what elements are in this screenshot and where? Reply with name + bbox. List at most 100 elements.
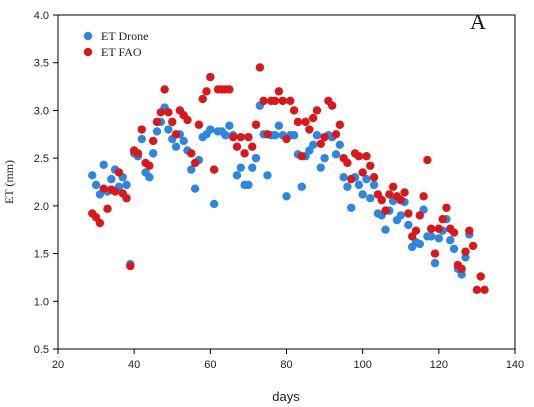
data-point	[270, 131, 280, 140]
data-point	[248, 142, 257, 151]
series-et-drone	[88, 101, 474, 279]
data-point	[225, 121, 234, 130]
data-point	[472, 285, 482, 295]
data-point	[331, 150, 341, 159]
data-point	[232, 142, 242, 151]
data-point	[286, 96, 295, 106]
data-point	[190, 158, 200, 168]
data-point	[347, 203, 356, 212]
data-point	[415, 239, 424, 249]
data-point	[91, 180, 101, 190]
data-point	[465, 226, 474, 235]
y-tick-label: 0.5	[34, 344, 49, 356]
data-point	[362, 174, 371, 184]
data-point	[347, 174, 356, 184]
data-point	[396, 211, 405, 220]
data-point	[99, 184, 108, 193]
data-point	[301, 117, 310, 127]
data-point	[244, 180, 253, 190]
data-point	[107, 174, 116, 184]
x-tick-label: 140	[506, 359, 524, 371]
data-point	[194, 120, 204, 129]
data-point	[449, 228, 459, 237]
data-point	[430, 249, 440, 258]
data-point	[366, 161, 375, 170]
data-point	[114, 168, 124, 177]
legend-marker-et-drone	[83, 31, 93, 41]
x-axis: 20 40 60 80 100 120 140	[52, 349, 524, 371]
data-point	[480, 285, 489, 295]
data-point	[358, 168, 367, 177]
data-point	[366, 194, 375, 203]
data-point	[434, 234, 444, 243]
data-point	[438, 215, 447, 224]
data-point	[160, 85, 169, 94]
data-point	[99, 160, 108, 170]
data-point	[248, 163, 257, 172]
data-point	[461, 247, 470, 256]
data-point	[308, 140, 318, 149]
data-point	[404, 220, 413, 230]
data-point	[427, 224, 436, 233]
data-point	[244, 132, 253, 142]
data-point	[206, 125, 215, 134]
data-point	[419, 192, 428, 201]
data-point	[240, 149, 249, 158]
data-point	[434, 224, 444, 233]
y-axis: 0.5 1.0 1.5 2.0 2.5 3.0 3.5 4.0	[34, 10, 58, 356]
data-point	[110, 187, 120, 196]
data-point	[476, 272, 485, 281]
data-point	[305, 125, 314, 134]
data-point	[328, 101, 337, 110]
x-axis-title: days	[272, 389, 300, 404]
data-point	[427, 232, 436, 241]
data-point	[255, 63, 265, 72]
data-points	[88, 63, 489, 295]
data-point	[388, 182, 398, 191]
series-et-fao	[88, 63, 489, 295]
x-tick-label: 60	[204, 359, 216, 371]
data-point	[312, 131, 322, 140]
data-point	[95, 218, 105, 228]
data-point	[221, 131, 230, 140]
data-point	[88, 171, 97, 180]
panel-label: A	[470, 9, 486, 34]
y-tick-label: 4.0	[34, 10, 49, 22]
data-point	[404, 209, 413, 218]
data-point	[103, 204, 112, 213]
data-point	[274, 87, 284, 96]
data-point	[385, 190, 394, 199]
data-point	[293, 117, 303, 127]
data-point	[228, 132, 238, 142]
legend-marker-et-fao	[83, 47, 93, 57]
data-point	[312, 106, 322, 115]
data-point	[331, 130, 341, 139]
data-point	[308, 113, 318, 123]
y-tick-label: 3.5	[34, 58, 49, 70]
data-point	[297, 152, 306, 161]
x-tick-label: 40	[128, 359, 140, 371]
data-point	[263, 130, 272, 139]
data-point	[122, 180, 131, 190]
data-point	[145, 173, 154, 182]
data-point	[289, 131, 299, 140]
legend: ET Drone ET FAO	[83, 29, 148, 59]
data-point	[339, 173, 348, 182]
data-point	[457, 264, 466, 274]
data-point	[126, 261, 135, 271]
data-point	[381, 206, 390, 215]
data-point	[145, 161, 154, 170]
data-point	[168, 117, 177, 127]
y-tick-label: 1.0	[34, 296, 49, 308]
data-point	[209, 199, 219, 209]
data-point	[152, 117, 162, 127]
data-point	[396, 195, 405, 205]
data-point	[377, 195, 386, 205]
data-point	[343, 182, 352, 191]
data-point	[335, 140, 345, 149]
y-tick-label: 2.5	[34, 153, 49, 165]
data-point	[156, 108, 166, 117]
data-point	[209, 165, 219, 174]
data-point	[179, 136, 188, 146]
